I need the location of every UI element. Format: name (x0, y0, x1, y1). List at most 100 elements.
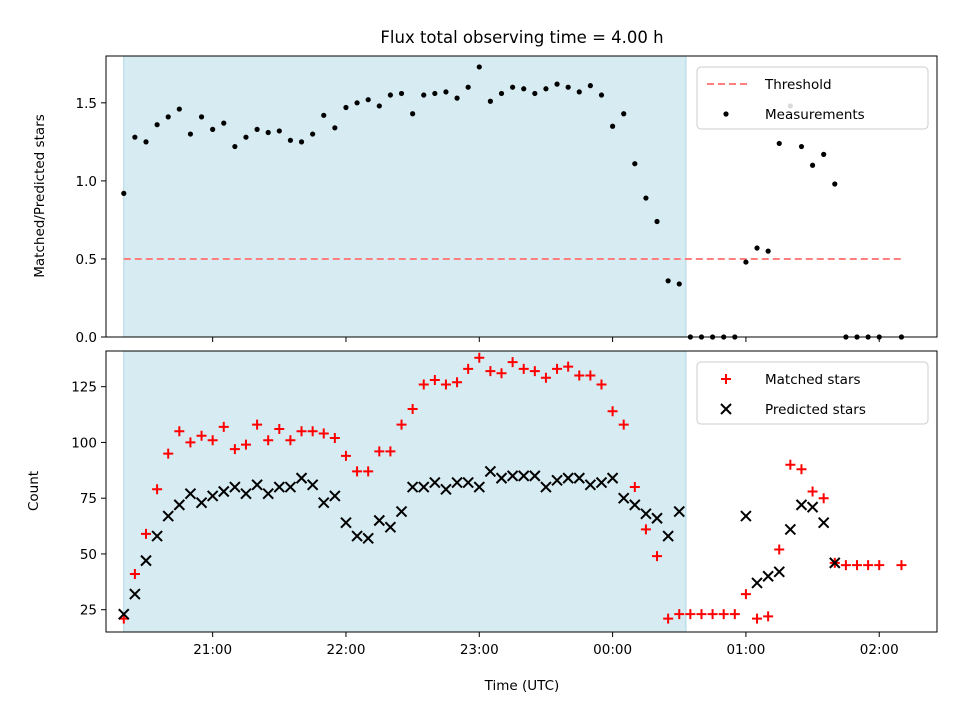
predicted-star-point (573, 472, 585, 484)
measurement-point (132, 134, 138, 140)
bottom-xtick-label: 22:00 (327, 642, 366, 658)
matched-star-point (396, 419, 407, 430)
matched-star-point (318, 428, 329, 439)
bottom-panel-xlabel: Time (UTC) (484, 678, 560, 694)
matched-star-point (485, 366, 496, 377)
bottom-legend: Matched stars Predicted stars (696, 361, 929, 425)
top-panel-ylabel: Matched/Predicted stars (32, 114, 48, 277)
measurement-point (654, 218, 660, 225)
measurement-point (310, 131, 316, 137)
bottom-xtick-label: 00:00 (593, 642, 632, 658)
measurement-point (243, 134, 249, 140)
predicted-star-point (495, 472, 508, 484)
top-ytick-label: 0.0 (76, 330, 97, 346)
predicted-star-point (740, 510, 752, 522)
measurement-point (498, 90, 505, 97)
predicted-star-point (329, 490, 341, 502)
measurement-point (809, 162, 816, 168)
matched-star-point (729, 609, 740, 620)
measurement-point (343, 104, 349, 111)
predicted-star-point (340, 517, 352, 529)
predicted-star-point (184, 488, 197, 500)
measurement-point (121, 190, 127, 196)
predicted-star-point (173, 499, 186, 511)
matched-star-point (629, 482, 640, 493)
predicted-star-point (518, 470, 530, 482)
predicted-star-point (762, 570, 774, 582)
top-legend-label: Measurements (765, 107, 865, 123)
measurement-point (221, 120, 227, 126)
matched-star-point (896, 560, 907, 571)
bottom-panel: 25 50 75 100 125 21:00 22:00 23:00 00:00 01:00 02:… (71, 350, 938, 658)
predicted-star-point (751, 577, 763, 589)
measurement-point (332, 125, 338, 131)
predicted-star-point (206, 490, 219, 502)
measurement-point (776, 140, 782, 147)
top-legend-box (696, 66, 929, 130)
predicted-star-point (406, 481, 419, 493)
predicted-star-point (129, 588, 141, 600)
measurement-point (354, 100, 360, 106)
predicted-star-point (140, 554, 152, 567)
measurement-point (676, 281, 682, 287)
predicted-star-point (118, 608, 130, 620)
predicted-star-point (373, 514, 386, 527)
measurement-point (554, 81, 560, 87)
predicted-star-point (229, 481, 241, 493)
matched-star-point (374, 446, 385, 457)
matched-star-point (596, 379, 607, 390)
measurement-point (232, 143, 238, 150)
matched-star-point (129, 569, 140, 580)
matched-star-point (874, 560, 885, 571)
predicted-star-point (651, 512, 663, 524)
predicted-star-point (784, 523, 797, 536)
measurement-point (176, 106, 182, 112)
predicted-star-point (351, 530, 363, 542)
top-panel: 0.0 0.5 1.0 1.5 Threshold Measurements (76, 55, 938, 346)
matched-star-point (707, 609, 718, 620)
predicted-star-point (618, 492, 630, 504)
matched-star-point (240, 439, 251, 450)
bottom-axes-frame (105, 350, 938, 633)
predicted-star-point (451, 476, 463, 489)
measurement-point (398, 90, 405, 97)
measurement-point (143, 139, 149, 145)
measurement-point (510, 84, 516, 90)
measurement-point (298, 139, 305, 145)
matched-star-point (340, 450, 351, 461)
matched-star-point (685, 609, 696, 620)
matched-star-point (840, 560, 851, 571)
measurement-point (609, 123, 616, 129)
measurement-point (587, 83, 593, 89)
predicted-star-point (295, 472, 308, 484)
predicted-star-point (429, 476, 441, 489)
matched-star-point (196, 430, 207, 441)
top-observing-window (123, 55, 687, 338)
matched-star-point (218, 421, 229, 432)
measurement-point (465, 84, 471, 90)
measurement-point (365, 97, 371, 103)
predicted-star-point (584, 479, 597, 491)
measurement-point (265, 129, 271, 136)
matched-star-point (518, 363, 529, 374)
matched-star-point (740, 589, 751, 600)
matched-star-point (296, 426, 307, 437)
predicted-star-point (306, 479, 319, 491)
matched-star-point (674, 609, 685, 620)
matched-star-point (429, 374, 440, 385)
predicted-star-point (384, 521, 397, 533)
top-legend: Threshold Measurements (696, 66, 929, 130)
measurement-point (210, 126, 216, 132)
matched-star-point (307, 426, 318, 437)
top-ytick-label: 0.5 (76, 252, 97, 268)
matched-star-point (863, 560, 874, 571)
predicted-star-point (318, 496, 330, 509)
predicted-star-point (440, 483, 452, 495)
measurement-point (287, 137, 294, 143)
bottom-legend-label: Matched stars (765, 372, 861, 388)
matched-star-point (563, 361, 574, 372)
matched-star-point (652, 551, 663, 562)
bottom-xtick-label: 01:00 (726, 642, 765, 658)
matched-star-point (463, 363, 474, 374)
measurement-point (454, 95, 460, 101)
